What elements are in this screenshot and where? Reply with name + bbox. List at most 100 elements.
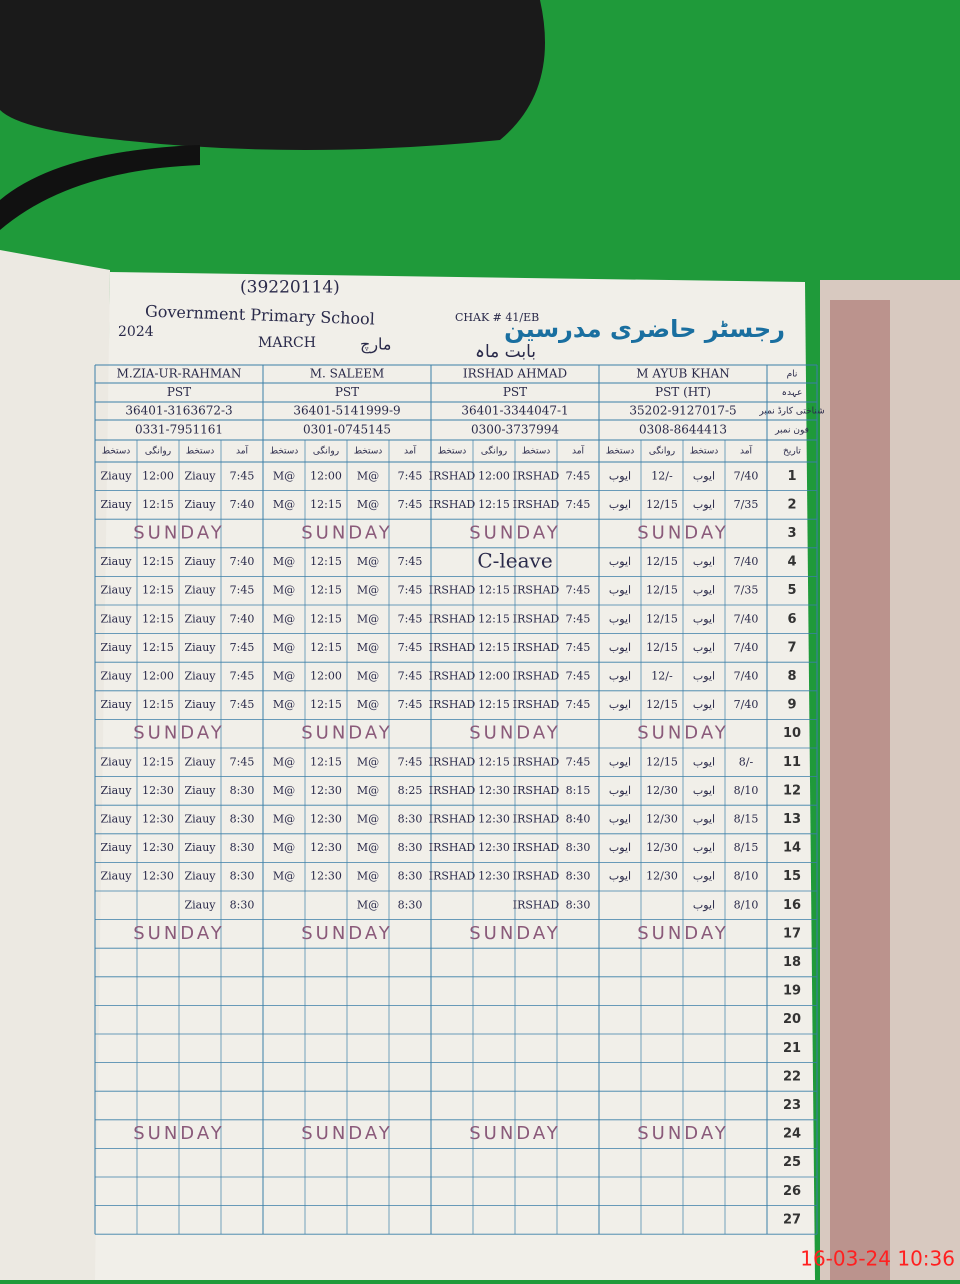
sunday-note: SUNDAY [469,723,561,744]
cell: 7:40 [230,498,255,511]
day: 4 [787,555,796,570]
cell: M@ [273,498,295,511]
sunday-note: SUNDAY [301,1123,393,1144]
cell: 12:00 [142,469,174,482]
cell: 12:15 [478,584,510,597]
sunday-note: SUNDAY [301,723,393,744]
day: 21 [783,1041,801,1056]
cell: 12:15 [142,755,174,768]
sunday-note: SUNDAY [637,1123,729,1144]
cell: Ziauy [184,469,216,482]
timestamp: 16-03-24 10:36 [800,1247,955,1271]
cell: Ziauy [100,784,132,797]
teacher-phone: 0308-8644413 [639,423,727,437]
cell: ایوب [609,641,631,654]
cell: M@ [357,870,379,883]
cell: IRSHAD [429,670,476,683]
cell: M@ [273,469,295,482]
sunday-note: SUNDAY [637,723,729,744]
cell: Ziauy [100,755,132,768]
cell: 7:45 [566,698,591,711]
cell: IRSHAD [429,755,476,768]
cell: IRSHAD [513,870,560,883]
day: 6 [787,612,796,627]
month-label: بابت ماہ [475,342,536,362]
cell: Ziauy [100,813,132,826]
cell: 7:40 [230,612,255,625]
cell: 12:30 [310,784,342,797]
cell: 12/- [651,469,673,482]
teacher-post: PST [503,385,527,399]
cell: M@ [273,555,295,568]
cell: IRSHAD [429,498,476,511]
cell: 8/- [739,755,754,768]
cell: 7:45 [230,469,255,482]
cell: M@ [273,612,295,625]
cell: Ziauy [100,670,132,683]
cell: 12:00 [478,469,510,482]
cell: 12/15 [646,498,678,511]
cell: IRSHAD [513,784,560,797]
cell: 7:45 [230,698,255,711]
cell: 8:30 [398,898,423,911]
cell: Ziauy [184,898,216,911]
column-header: دستخط [270,447,299,457]
leave-note: C-leave [477,549,552,573]
cell: IRSHAD [513,698,560,711]
cell: 12:00 [310,670,342,683]
column-header: دستخط [690,447,719,457]
cell: ایوب [609,498,631,511]
cell: 8:30 [230,813,255,826]
cell: 12:00 [478,670,510,683]
cell: M@ [273,870,295,883]
cell: 12:15 [310,555,342,568]
cell: 7:45 [398,641,423,654]
year: 2024 [118,324,154,340]
cell: 8:30 [398,813,423,826]
teacher-name: IRSHAD AHMAD [463,367,567,381]
day: 16 [783,898,801,913]
cell: ایوب [693,870,715,883]
cell: 8/10 [734,870,759,883]
cell: 8/10 [734,784,759,797]
cell: 12:30 [478,841,510,854]
day: 24 [783,1127,801,1142]
cell: Ziauy [100,612,132,625]
cell: IRSHAD [513,584,560,597]
cell: ایوب [609,841,631,854]
cell: ایوب [609,612,631,625]
cell: 12:30 [478,784,510,797]
cell: ایوب [609,784,631,797]
cell: ایوب [693,641,715,654]
teacher-cnic: 35202-9127017-5 [629,404,736,418]
day: 1 [787,469,796,484]
cell: Ziauy [184,784,216,797]
day: 26 [783,1184,801,1199]
cell: 12:15 [310,755,342,768]
sunday-note: SUNDAY [301,923,393,944]
day: 3 [787,526,796,541]
sunday-note: SUNDAY [133,723,225,744]
cell: 7:45 [398,755,423,768]
cell: IRSHAD [513,469,560,482]
cell: 12:15 [478,498,510,511]
cell: 7:45 [398,698,423,711]
cell: 7:45 [566,670,591,683]
cell: 8:30 [398,870,423,883]
day: 19 [783,984,801,999]
sunday-note: SUNDAY [301,523,393,544]
cell: 12:30 [142,784,174,797]
cell: 12:30 [142,841,174,854]
cell: 12:30 [142,870,174,883]
cell: M@ [273,698,295,711]
cell: M@ [357,898,379,911]
sunday-note: SUNDAY [133,523,225,544]
teacher-name: M AYUB KHAN [636,367,730,381]
column-header: آمد [404,445,417,457]
cell: 7:45 [230,584,255,597]
cell: 7/40 [734,670,759,683]
cell: Ziauy [184,555,216,568]
cell: 8/15 [734,813,759,826]
cell: 12/15 [646,641,678,654]
cell: Ziauy [184,670,216,683]
